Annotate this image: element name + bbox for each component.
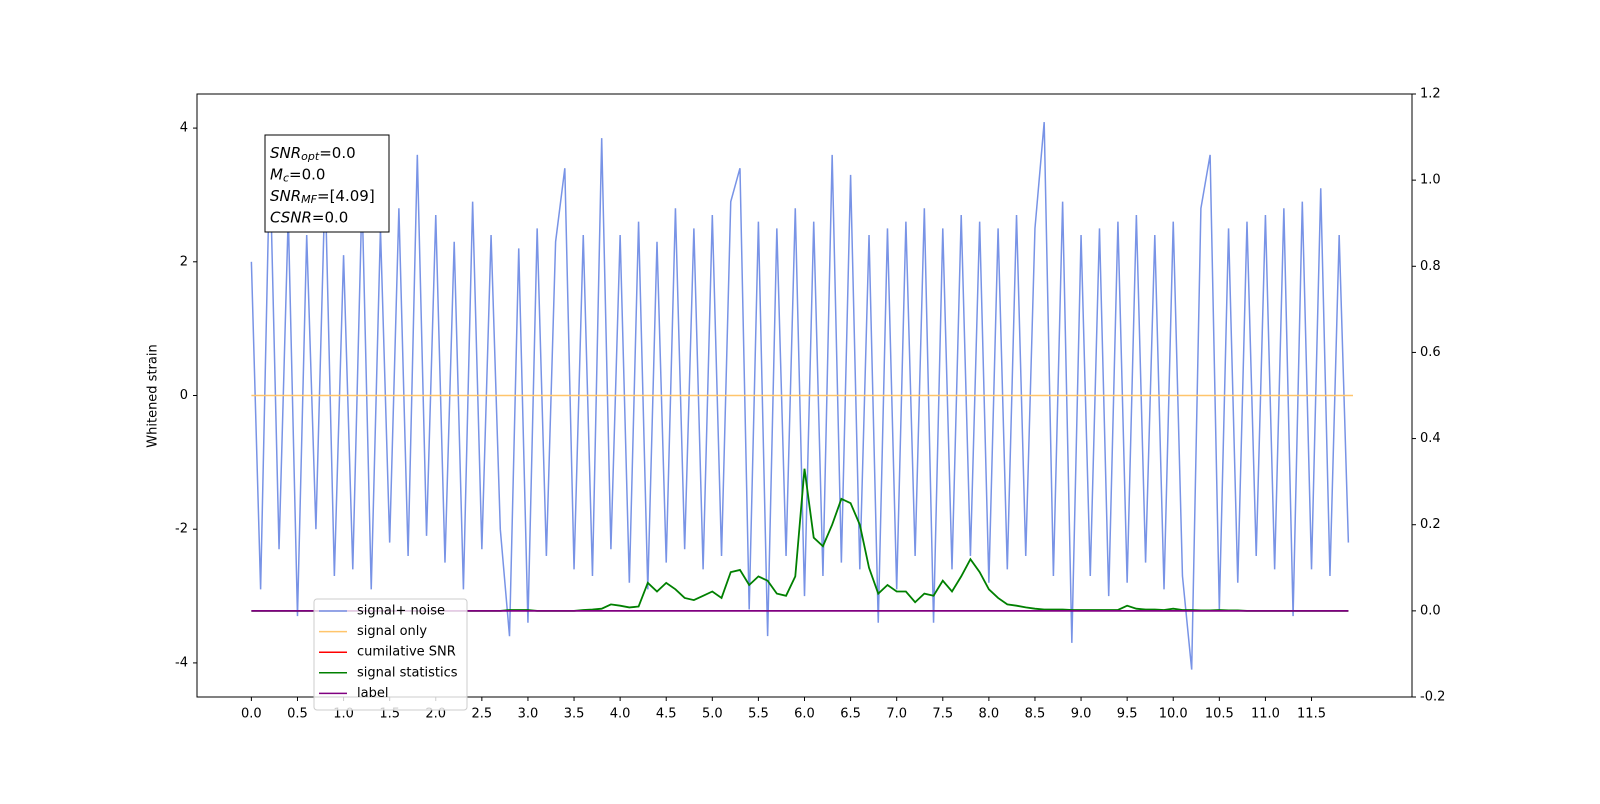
series-line — [250, 122, 1350, 670]
x-tick-label: 7.5 — [932, 707, 953, 722]
annotation-symbol: SNR — [270, 144, 301, 162]
annotation-line: SNRMF=[4.09] — [270, 187, 375, 207]
y2-tick-label: 0.8 — [1420, 259, 1441, 274]
y-tick-label: 0 — [180, 388, 188, 403]
legend-label: label — [357, 686, 388, 701]
y2-tick-label: 1.2 — [1420, 87, 1441, 102]
x-tick-label: 10.5 — [1205, 707, 1234, 722]
x-tick-label: 7.0 — [886, 707, 907, 722]
x-tick-label: 8.0 — [979, 707, 1000, 722]
annotation-line: CSNR=0.0 — [270, 208, 348, 226]
annotation-frame — [264, 134, 390, 233]
legend: signal+ noise signal only cumilative SNR si… — [313, 598, 468, 711]
annotation-subscript: opt — [301, 150, 320, 163]
x-tick-label: 10.0 — [1159, 707, 1188, 722]
x-tick-label: 0.0 — [241, 707, 262, 722]
x-tick-label: 4.5 — [656, 707, 677, 722]
annotation-value: =0.0 — [289, 165, 325, 183]
x-tick-label: 9.5 — [1117, 707, 1138, 722]
y2-tick-label: 0.6 — [1420, 345, 1441, 360]
annotation-value: =[4.09] — [317, 187, 375, 205]
x-tick-label: 4.0 — [610, 707, 631, 722]
annotation-subscript: MF — [301, 193, 317, 206]
x-tick-label: 8.5 — [1025, 707, 1046, 722]
annotation-symbol: SNR — [270, 187, 301, 205]
y-axis-label: Whitened strain — [146, 344, 161, 447]
legend-label: signal only — [357, 624, 427, 639]
x-tick-label: 0.5 — [287, 707, 308, 722]
annotation-symbol: CSNR — [270, 208, 312, 226]
annotation-line: SNRopt=0.0 — [270, 144, 356, 164]
x-tick-label: 11.0 — [1251, 707, 1280, 722]
annotation-value: =0.0 — [312, 208, 348, 226]
x-tick-label: 2.5 — [472, 707, 493, 722]
annotation-symbol: M — [270, 165, 283, 183]
annotation-value: =0.0 — [319, 144, 355, 162]
y2-tick-label: 0.0 — [1420, 603, 1441, 618]
x-tick-label: 9.0 — [1071, 707, 1092, 722]
x-tick-label: 5.0 — [702, 707, 723, 722]
annotation-subscript: c — [283, 172, 289, 185]
x-tick-label: 3.5 — [564, 707, 585, 722]
x-tick-label: 6.0 — [794, 707, 815, 722]
legend-frame — [313, 598, 468, 711]
legend-label: signal+ noise — [357, 604, 445, 619]
y-tick-label: -4 — [175, 655, 188, 670]
y2-tick-label: 1.0 — [1420, 173, 1441, 188]
x-tick-label: 11.5 — [1297, 707, 1326, 722]
x-tick-label: 3.0 — [518, 707, 539, 722]
legend-label: signal statistics — [357, 665, 458, 680]
y-tick-label: 4 — [180, 121, 188, 136]
annotation-line: Mc=0.0 — [270, 165, 325, 185]
y-tick-label: -2 — [175, 522, 188, 537]
y-tick-label: 2 — [180, 254, 188, 269]
x-tick-label: 6.5 — [840, 707, 861, 722]
y2-tick-label: -0.2 — [1420, 690, 1445, 705]
y2-tick-label: 0.4 — [1420, 431, 1441, 446]
legend-label: cumilative SNR — [357, 645, 456, 660]
y2-tick-label: 0.2 — [1420, 517, 1441, 532]
x-tick-label: 5.5 — [748, 707, 769, 722]
